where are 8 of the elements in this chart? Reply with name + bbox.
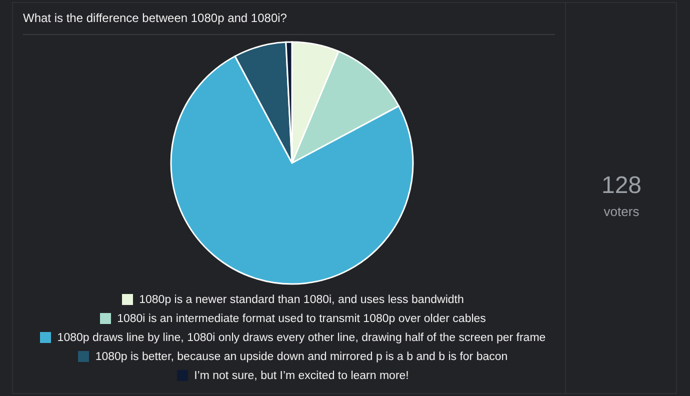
- legend-label: 1080p is better, because an upside down and mirrored p is a b and b is for bacon: [95, 350, 508, 362]
- legend-label: 1080p is a newer standard than 1080i, and uses less bandwidth: [139, 294, 464, 306]
- text: 128: [600, 172, 643, 200]
- legend-label: 1080p draws line by line, 1080i only draws every other line, drawing half of the screen per frame: [57, 332, 546, 344]
- legend-label: 1080i is an intermediate format used to transmit 1080p over older cables: [117, 312, 486, 324]
- text: voters: [602, 204, 640, 219]
- legend-label: I’m not sure, but I’m excited to learn more!: [194, 370, 409, 382]
- chart-title: What is the difference between 1080p and 1080i?: [23, 11, 287, 25]
